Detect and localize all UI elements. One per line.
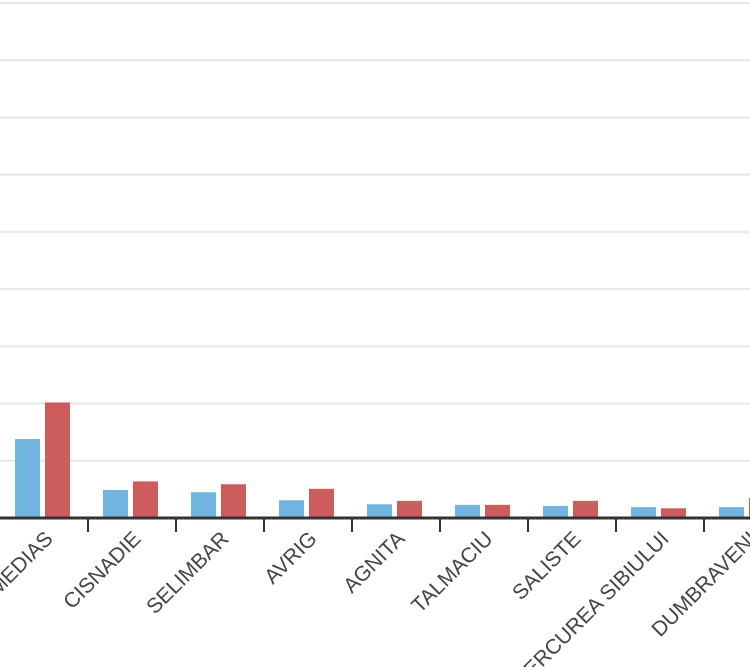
bar [573,500,598,518]
bar [719,507,744,518]
x-tick-label: SELIMBAR [142,527,233,618]
x-tick-label: AVRIG [260,527,321,588]
bar [661,508,686,518]
bar [367,504,392,518]
bar [133,481,158,518]
bar [455,504,480,518]
bar [15,439,40,518]
bar [543,505,568,518]
x-tick-label: MEDIAS [0,527,58,600]
bar [191,492,216,518]
bar [45,402,70,518]
bar [221,484,246,518]
x-tick-label: CISNADIE [59,527,145,613]
x-tick-label: TALMACIU [407,527,497,617]
bar [485,504,510,518]
bar [103,489,128,518]
bar [397,500,422,518]
bar [309,488,334,518]
bar [279,500,304,518]
x-tick-label: SALISTE [508,527,585,604]
x-tick-label: AGNITA [339,527,409,597]
bar [631,507,656,518]
